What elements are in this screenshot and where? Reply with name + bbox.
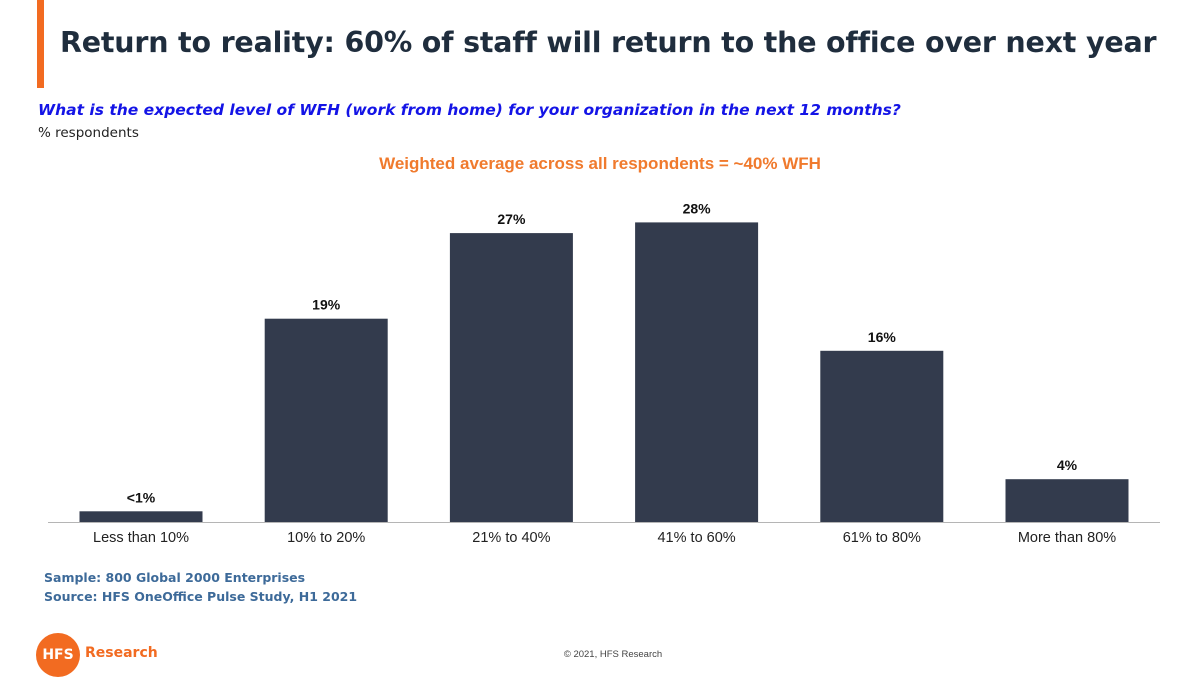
data-label-6: 4% xyxy=(1057,457,1078,473)
category-label-3: 21% to 40% xyxy=(472,530,550,546)
title-accent-bar xyxy=(37,0,44,88)
bar-1 xyxy=(79,511,203,522)
category-label-1: Less than 10% xyxy=(93,530,189,546)
survey-question: What is the expected level of WFH (work … xyxy=(38,101,901,119)
hfs-logo-text: Research xyxy=(85,645,158,661)
category-label-4: 41% to 60% xyxy=(657,530,735,546)
copyright-notice: © 2021, HFS Research xyxy=(563,649,663,660)
data-label-2: 19% xyxy=(312,297,341,313)
data-label-4: 28% xyxy=(683,200,712,216)
unit-label: % respondents xyxy=(38,125,139,141)
data-label-1: <1% xyxy=(127,489,156,505)
source-line: Source: HFS OneOffice Pulse Study, H1 20… xyxy=(44,589,358,604)
bar-2 xyxy=(264,318,388,522)
category-label-2: 10% to 20% xyxy=(287,530,365,546)
bar-4 xyxy=(635,222,759,522)
source-note: Sample: 800 Global 2000 Enterprises Sour… xyxy=(44,568,357,606)
category-label-6: More than 80% xyxy=(1018,530,1116,546)
bar-chart: <1% Less than 10% 19% 10% to 20% 27% 21% to 4… xyxy=(48,200,1160,546)
data-label-5: 16% xyxy=(868,329,897,345)
weighted-average-annotation: Weighted average across all respondents … xyxy=(379,154,821,173)
category-label-5: 61% to 80% xyxy=(843,530,921,546)
bar-6 xyxy=(1005,479,1129,522)
bar-5 xyxy=(820,350,944,522)
sample-line: Sample: 800 Global 2000 Enterprises xyxy=(44,570,306,585)
data-label-3: 27% xyxy=(497,211,526,227)
hfs-logo-mark: HFS xyxy=(36,633,80,677)
bar-3 xyxy=(449,233,573,522)
slide-title: Return to reality: 60% of staff will ret… xyxy=(60,26,1157,59)
